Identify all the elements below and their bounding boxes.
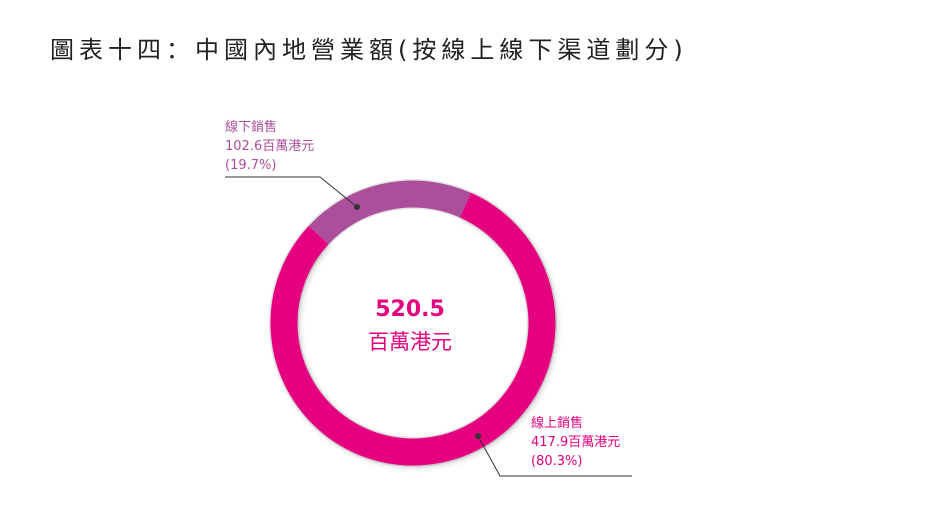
leader-line-online bbox=[477, 435, 632, 477]
label-offline-name: 線下銷售 bbox=[225, 119, 277, 135]
label-offline-percent: (19.7%) bbox=[225, 158, 276, 173]
donut-slice-offline bbox=[308, 180, 471, 245]
center-total-value: 520.5 bbox=[375, 297, 445, 322]
label-online-percent: (80.3%) bbox=[531, 454, 582, 469]
donut-slice-online bbox=[270, 192, 556, 466]
leader-dot-online bbox=[475, 433, 481, 439]
page-title: 圖表十四：中國內地營業額(按線上線下渠道劃分) bbox=[50, 36, 688, 64]
leader-dot-offline bbox=[354, 204, 360, 210]
label-offline-value: 102.6百萬港元 bbox=[225, 139, 314, 154]
leader-line-offline bbox=[225, 176, 358, 208]
center-total-unit: 百萬港元 bbox=[368, 330, 452, 354]
label-online-value: 417.9百萬港元 bbox=[531, 435, 620, 450]
label-online-name: 線上銷售 bbox=[531, 415, 583, 431]
